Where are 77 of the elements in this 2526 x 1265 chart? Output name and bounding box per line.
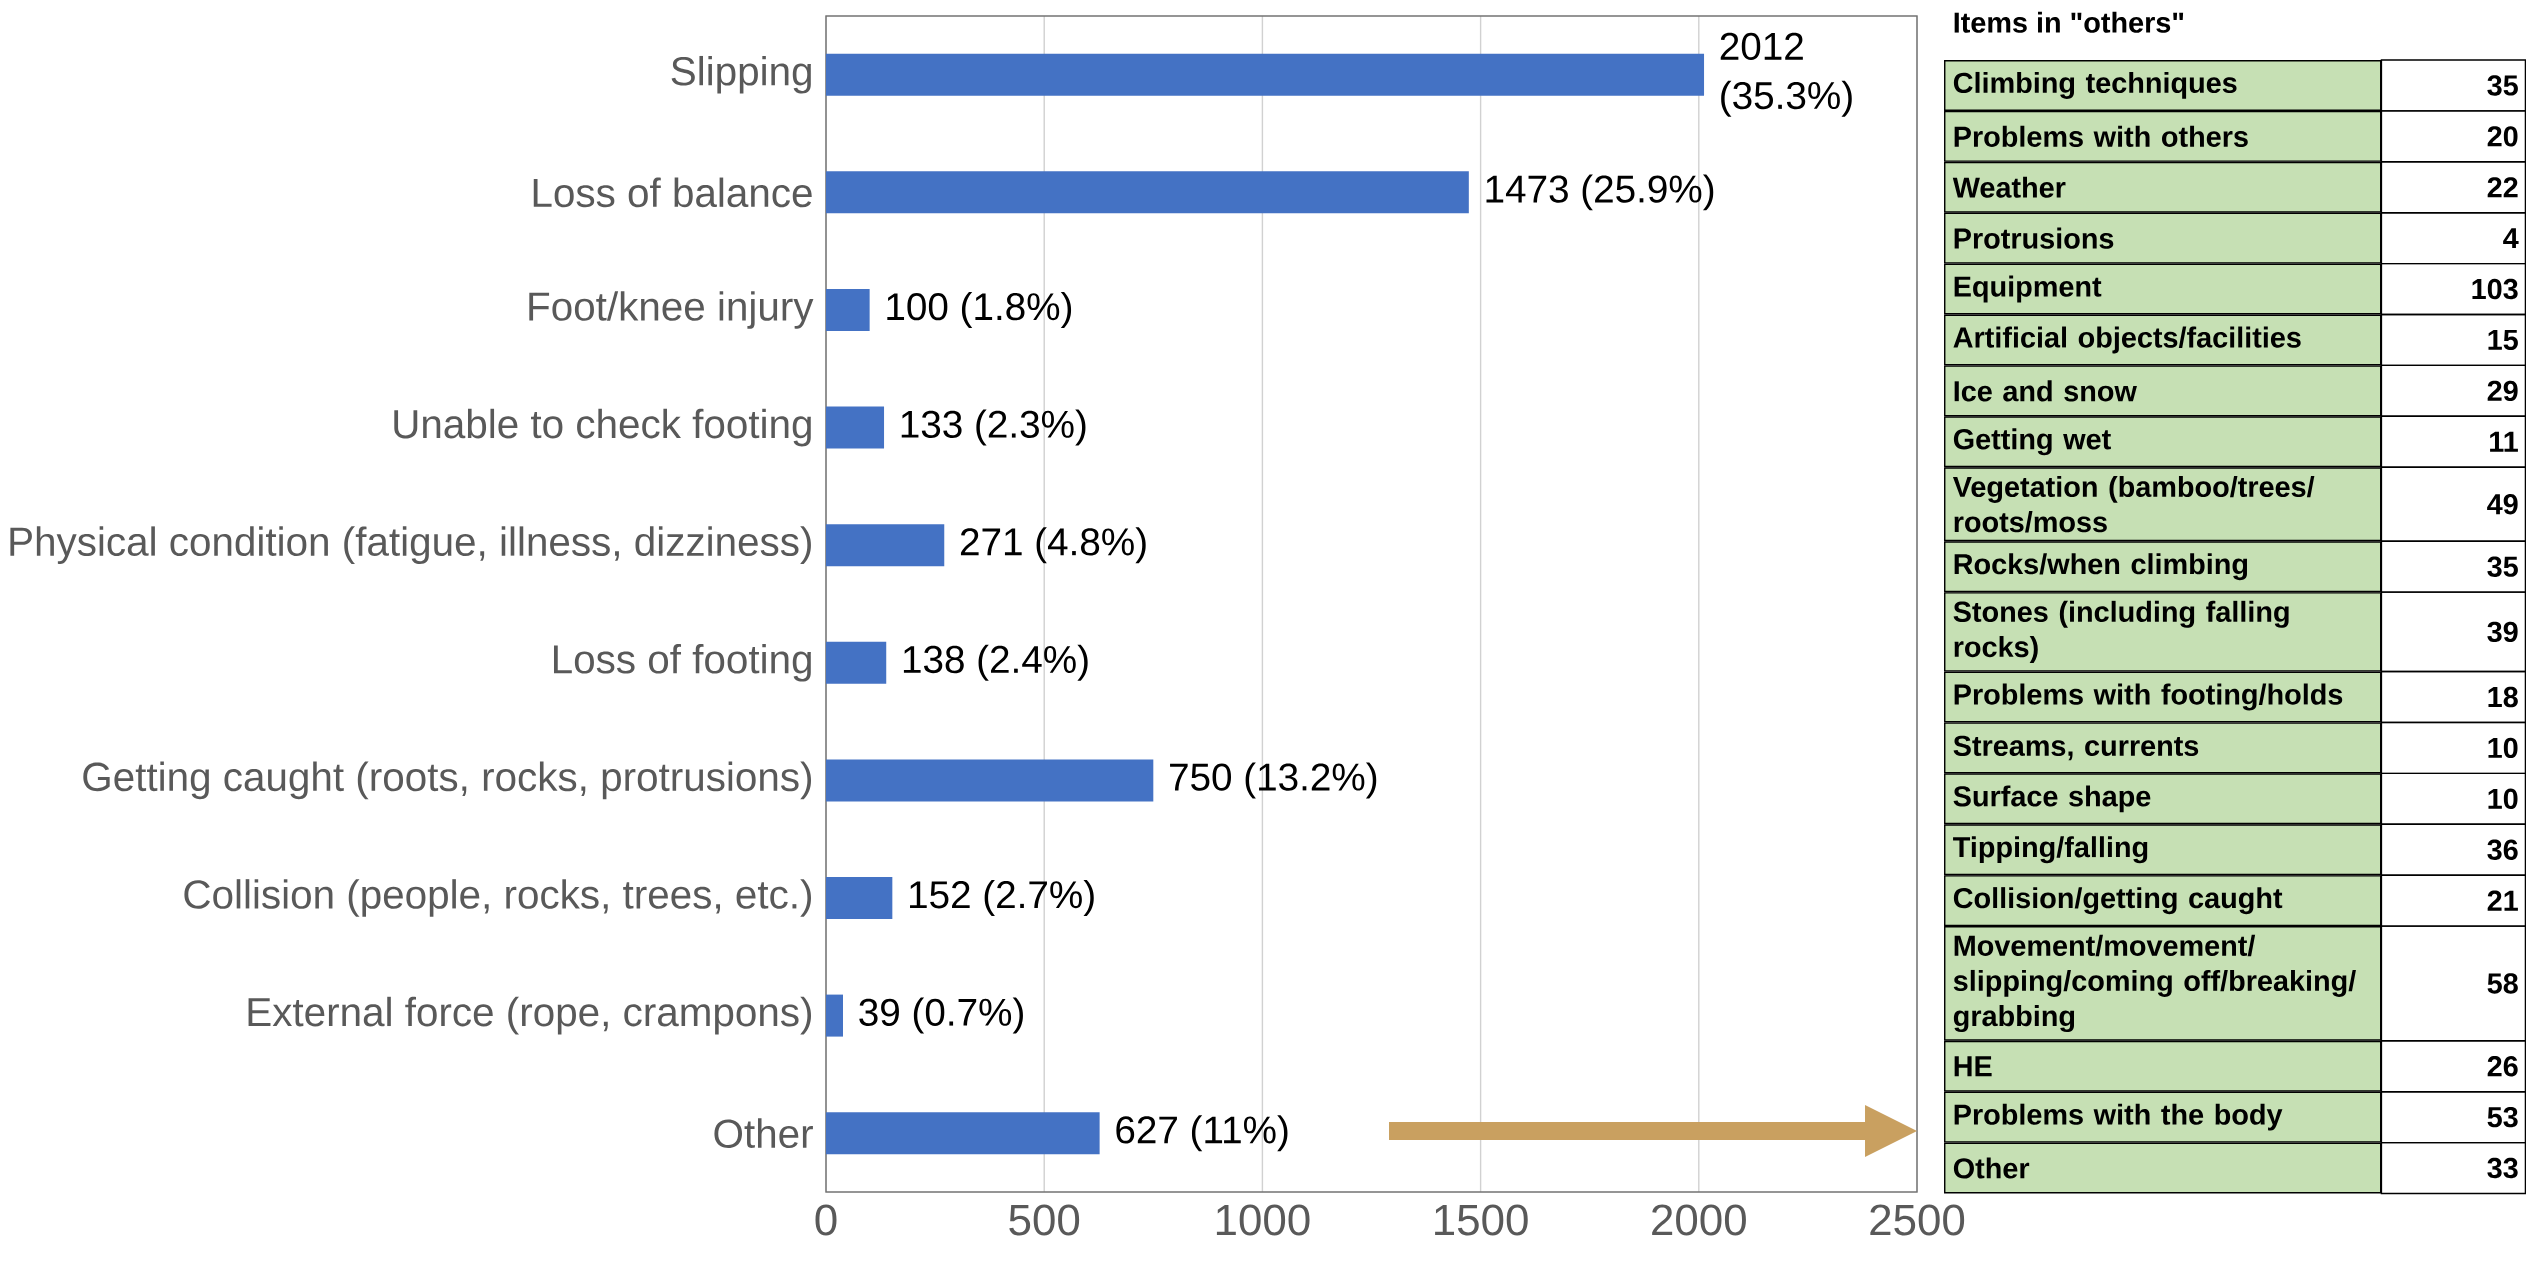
category-label: Surface shape	[1953, 785, 2151, 813]
data-label: 35	[2487, 556, 2518, 577]
y-tick-label: Loss of footing	[554, 643, 811, 682]
category-label: Equipment	[1954, 275, 2102, 303]
data-label: 10	[2488, 737, 2518, 759]
data-label: 36	[2487, 839, 2518, 860]
data-label: 627 (11%)	[1116, 1115, 1288, 1152]
x-tick-label: 500	[1009, 1204, 1080, 1236]
bar	[826, 759, 1154, 802]
data-label: 103	[2472, 278, 2518, 300]
data-label: 20	[2487, 126, 2518, 147]
category-label: Movement/movement/slipping/coming off/breaking/grabbing	[1953, 934, 2356, 1033]
bar	[826, 876, 893, 919]
bar	[826, 406, 885, 449]
category-label: Protrusions	[1954, 227, 2114, 249]
data-label: 11	[2490, 431, 2518, 452]
data-label: 26	[2487, 1056, 2518, 1077]
category-label: Problems with the body	[1954, 1103, 2283, 1131]
bar	[826, 641, 887, 684]
y-tick-label: Physical condition (fatigue, illness, dizziness)	[10, 526, 811, 565]
y-tick-label: Slipping	[671, 55, 811, 94]
data-label: 138 (2.4%)	[903, 644, 1088, 681]
data-label: 271 (4.8%)	[960, 527, 1146, 564]
category-label: HE	[1954, 1056, 1992, 1077]
y-tick-label: Loss of balance	[533, 177, 812, 208]
data-label: 1473 (25.9%)	[1486, 174, 1714, 211]
data-label: 15	[2488, 329, 2518, 350]
data-label: 2012 (35.3%)	[1720, 32, 1852, 117]
data-label: 35	[2487, 75, 2518, 96]
data-label: 4	[2503, 228, 2519, 249]
data-label: 29	[2487, 380, 2518, 402]
data-label: 53	[2487, 1106, 2518, 1128]
y-tick-label: Collision (people, rocks, trees, etc.)	[184, 879, 811, 917]
x-tick-label: 2500	[1870, 1204, 1965, 1236]
category-label: Streams, currents	[1953, 735, 2199, 761]
y-tick-label: Unable to check footing	[394, 408, 811, 447]
category-label: Ice and snow	[1954, 380, 2137, 402]
data-label: 33	[2487, 1157, 2518, 1179]
data-label: 152 (2.7%)	[910, 879, 1094, 916]
category-label: Climbing techniques	[1953, 71, 2237, 99]
category-label: Vegetation (bamboo/trees/roots/moss	[1952, 475, 2315, 533]
y-tick-label: Other	[714, 1118, 813, 1149]
data-label: 18	[2488, 686, 2518, 708]
data-label: 750 (13.2%)	[1170, 762, 1377, 799]
x-tick-label: 1000	[1216, 1204, 1310, 1236]
bar	[826, 171, 1469, 214]
data-label: 39 (0.7%)	[859, 997, 1023, 1034]
data-label: 10	[2488, 788, 2518, 810]
bar	[826, 524, 945, 567]
data-label: 58	[2487, 973, 2518, 994]
category-label: Artificial objects/facilities	[1953, 326, 2301, 354]
text: Items in "others"	[1954, 11, 2184, 33]
data-label: 39	[2487, 621, 2518, 643]
y-tick-label: Foot/knee injury	[529, 291, 814, 329]
category-label: Problems with footing/holds	[1954, 683, 2343, 711]
category-label: Stones (including falling rocks)	[1953, 600, 2289, 663]
category-label: Weather	[1952, 176, 2066, 198]
data-label: 133 (2.3%)	[901, 409, 1086, 446]
category-label: Rocks/when climbing	[1954, 553, 2248, 581]
data-label: 100 (1.8%)	[887, 291, 1072, 328]
category-label: Tipping/falling	[1953, 836, 2148, 864]
category-label: Problems with others	[1954, 125, 2248, 147]
x-tick-label: 1500	[1435, 1204, 1528, 1236]
bar	[826, 994, 844, 1037]
category-label: Collision/getting caught	[1953, 887, 2283, 915]
bar	[826, 288, 870, 331]
y-tick-label: Getting caught (roots, rocks, protrusions)	[83, 761, 812, 800]
y-tick-label: External force (rope, crampons)	[248, 996, 812, 1035]
bar	[826, 53, 1705, 96]
category-label: Getting wet	[1953, 428, 2111, 456]
data-label: 22	[2487, 177, 2518, 198]
data-label: 49	[2487, 494, 2518, 515]
data-label: 21	[2487, 890, 2518, 911]
bar	[826, 1112, 1100, 1155]
category-label: Other	[1953, 1157, 2030, 1179]
x-tick-label: 2000	[1652, 1204, 1746, 1236]
x-tick-label: 0	[815, 1204, 837, 1236]
